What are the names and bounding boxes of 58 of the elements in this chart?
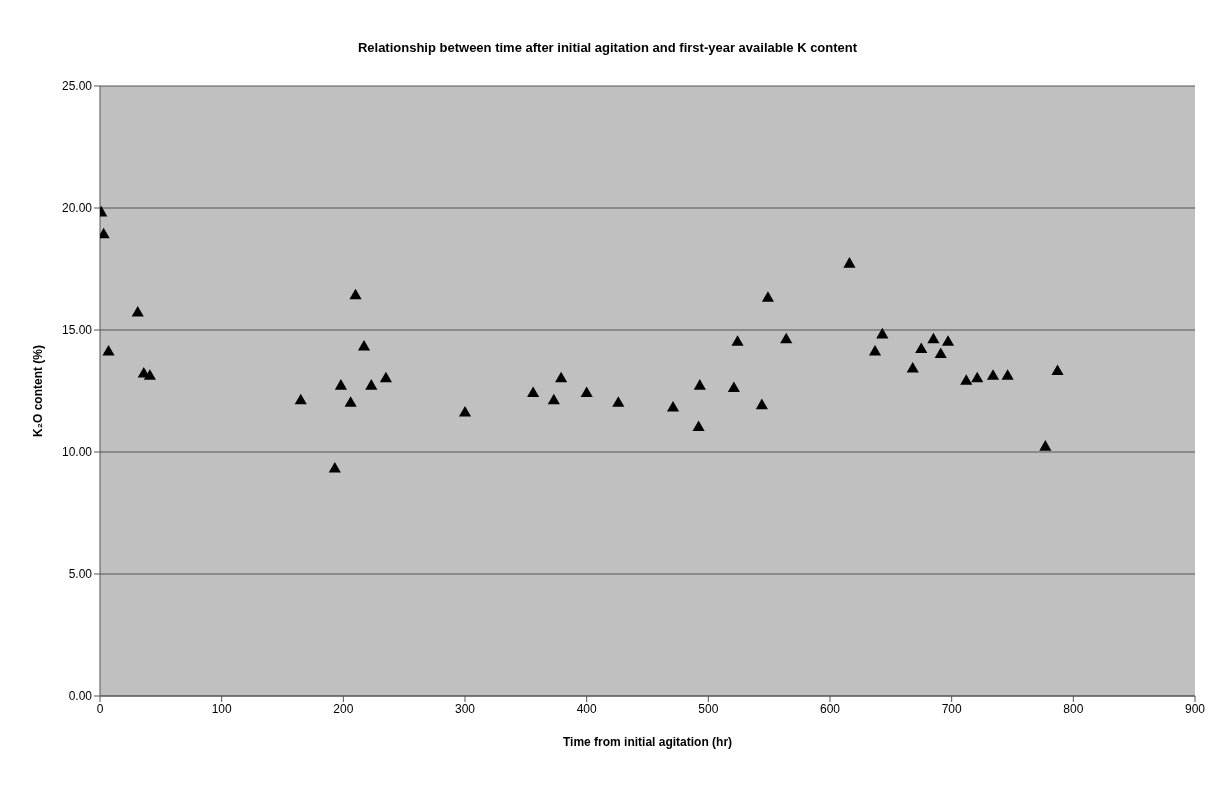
point (365, 379, 378, 390)
y-tick-label: 10.00 (61, 445, 93, 460)
point (693, 379, 706, 390)
x-tick-label: 900 (1184, 701, 1206, 716)
point (458, 405, 472, 417)
point (527, 386, 540, 397)
x-tick-label: 100 (211, 701, 232, 716)
x-tick-label: 0 (96, 701, 104, 716)
point (334, 379, 347, 390)
point (906, 362, 919, 373)
x-tick-label: 700 (941, 701, 962, 716)
point (379, 371, 392, 383)
point (131, 305, 144, 317)
point (143, 369, 156, 380)
y-tick-label: 15.00 (61, 323, 93, 338)
point (349, 288, 362, 300)
point (1039, 440, 1052, 451)
point (780, 332, 793, 344)
point (328, 462, 341, 473)
point (843, 257, 856, 268)
y-axis-title: K₂O content (%) (31, 345, 46, 437)
point (727, 381, 740, 393)
x-tick-label: 500 (698, 701, 719, 716)
x-tick-label: 400 (576, 701, 597, 716)
point (927, 332, 940, 344)
x-tick-label: 600 (819, 701, 841, 716)
point (755, 398, 768, 410)
point (1051, 364, 1064, 375)
point (986, 369, 1000, 380)
point (731, 335, 744, 346)
point (761, 291, 775, 302)
point (692, 420, 705, 432)
point (547, 393, 560, 405)
point (915, 342, 928, 354)
chart-title: Relationship between time after initial agitation and first-year available K content (356, 39, 859, 57)
point (612, 396, 625, 407)
point (555, 371, 568, 383)
x-tick-label: 200 (333, 701, 354, 716)
point (580, 386, 593, 397)
point (941, 335, 955, 346)
point (357, 340, 371, 351)
point (666, 401, 680, 412)
point (1001, 369, 1014, 380)
y-tick-label: 0.00 (68, 689, 93, 704)
x-axis-title: Time from initial agitation (hr) (562, 735, 733, 749)
y-tick-label: 20.00 (61, 201, 93, 216)
x-tick-label: 800 (1063, 701, 1084, 716)
y-tick-label: 5.00 (68, 567, 93, 582)
point (934, 347, 947, 358)
point (294, 393, 307, 405)
point (868, 344, 882, 356)
y-tick-label: 25.00 (61, 79, 93, 94)
point (971, 371, 984, 383)
point (876, 327, 889, 339)
point (344, 396, 357, 407)
x-tick-label: 300 (454, 701, 476, 716)
point (102, 344, 115, 356)
point (960, 374, 973, 385)
